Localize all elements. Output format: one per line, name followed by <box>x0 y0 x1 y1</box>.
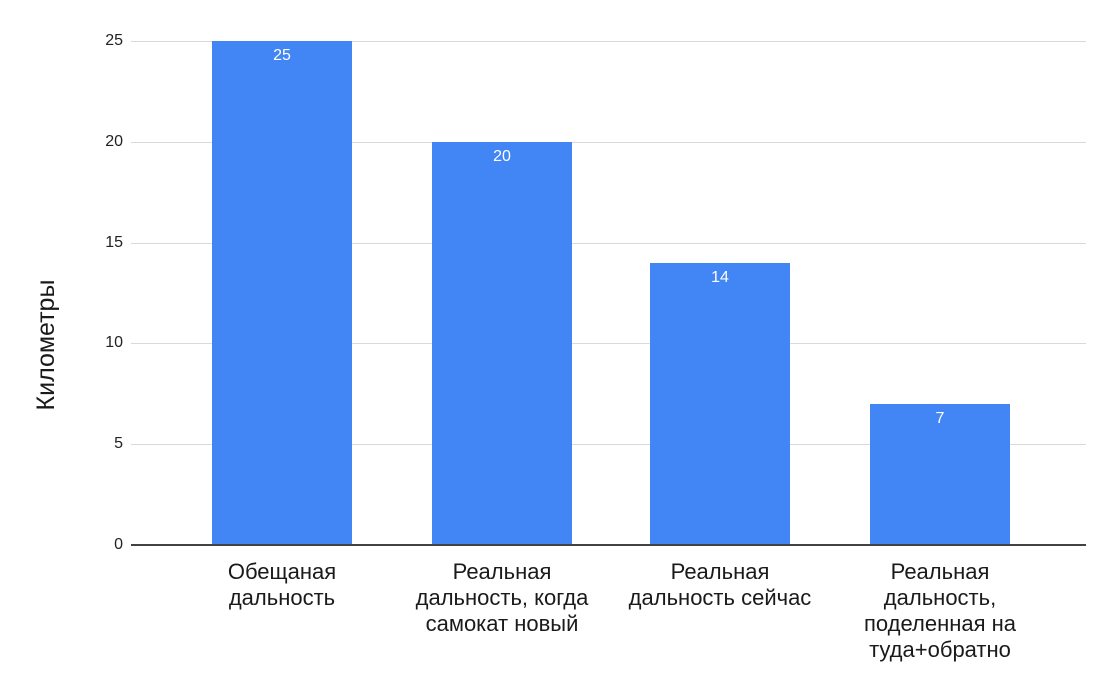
gridline <box>131 343 1086 345</box>
bar: 20 <box>432 141 572 545</box>
bar-value-label: 7 <box>935 409 945 427</box>
bar-value-label: 20 <box>493 147 511 165</box>
bar: 14 <box>650 262 790 545</box>
x-category-label: Обещаная дальность <box>227 559 337 610</box>
gridline <box>131 141 1086 143</box>
bar: 25 <box>212 41 352 545</box>
gridline <box>131 41 1086 42</box>
y-tick-label: 20 <box>105 132 123 150</box>
y-tick-label: 10 <box>105 334 123 352</box>
x-axis-baseline <box>131 544 1086 546</box>
x-category-label: Реальная дальность, поделенная на туда+о… <box>863 559 1017 662</box>
y-tick-label: 25 <box>105 32 123 49</box>
y-tick-label: 15 <box>105 233 123 251</box>
y-axis-title: Километры <box>32 279 60 411</box>
y-tick-label: 0 <box>114 536 123 553</box>
bar: 7 <box>870 403 1010 545</box>
gridline <box>131 242 1086 244</box>
bar-value-label: 25 <box>273 47 291 64</box>
y-tick-label: 5 <box>114 435 123 453</box>
gridline <box>131 444 1086 446</box>
x-category-label: Реальная дальность, когда самокат новый <box>415 559 589 636</box>
bar-value-label: 14 <box>711 268 729 286</box>
x-category-label: Реальная дальность сейчас <box>628 559 812 610</box>
